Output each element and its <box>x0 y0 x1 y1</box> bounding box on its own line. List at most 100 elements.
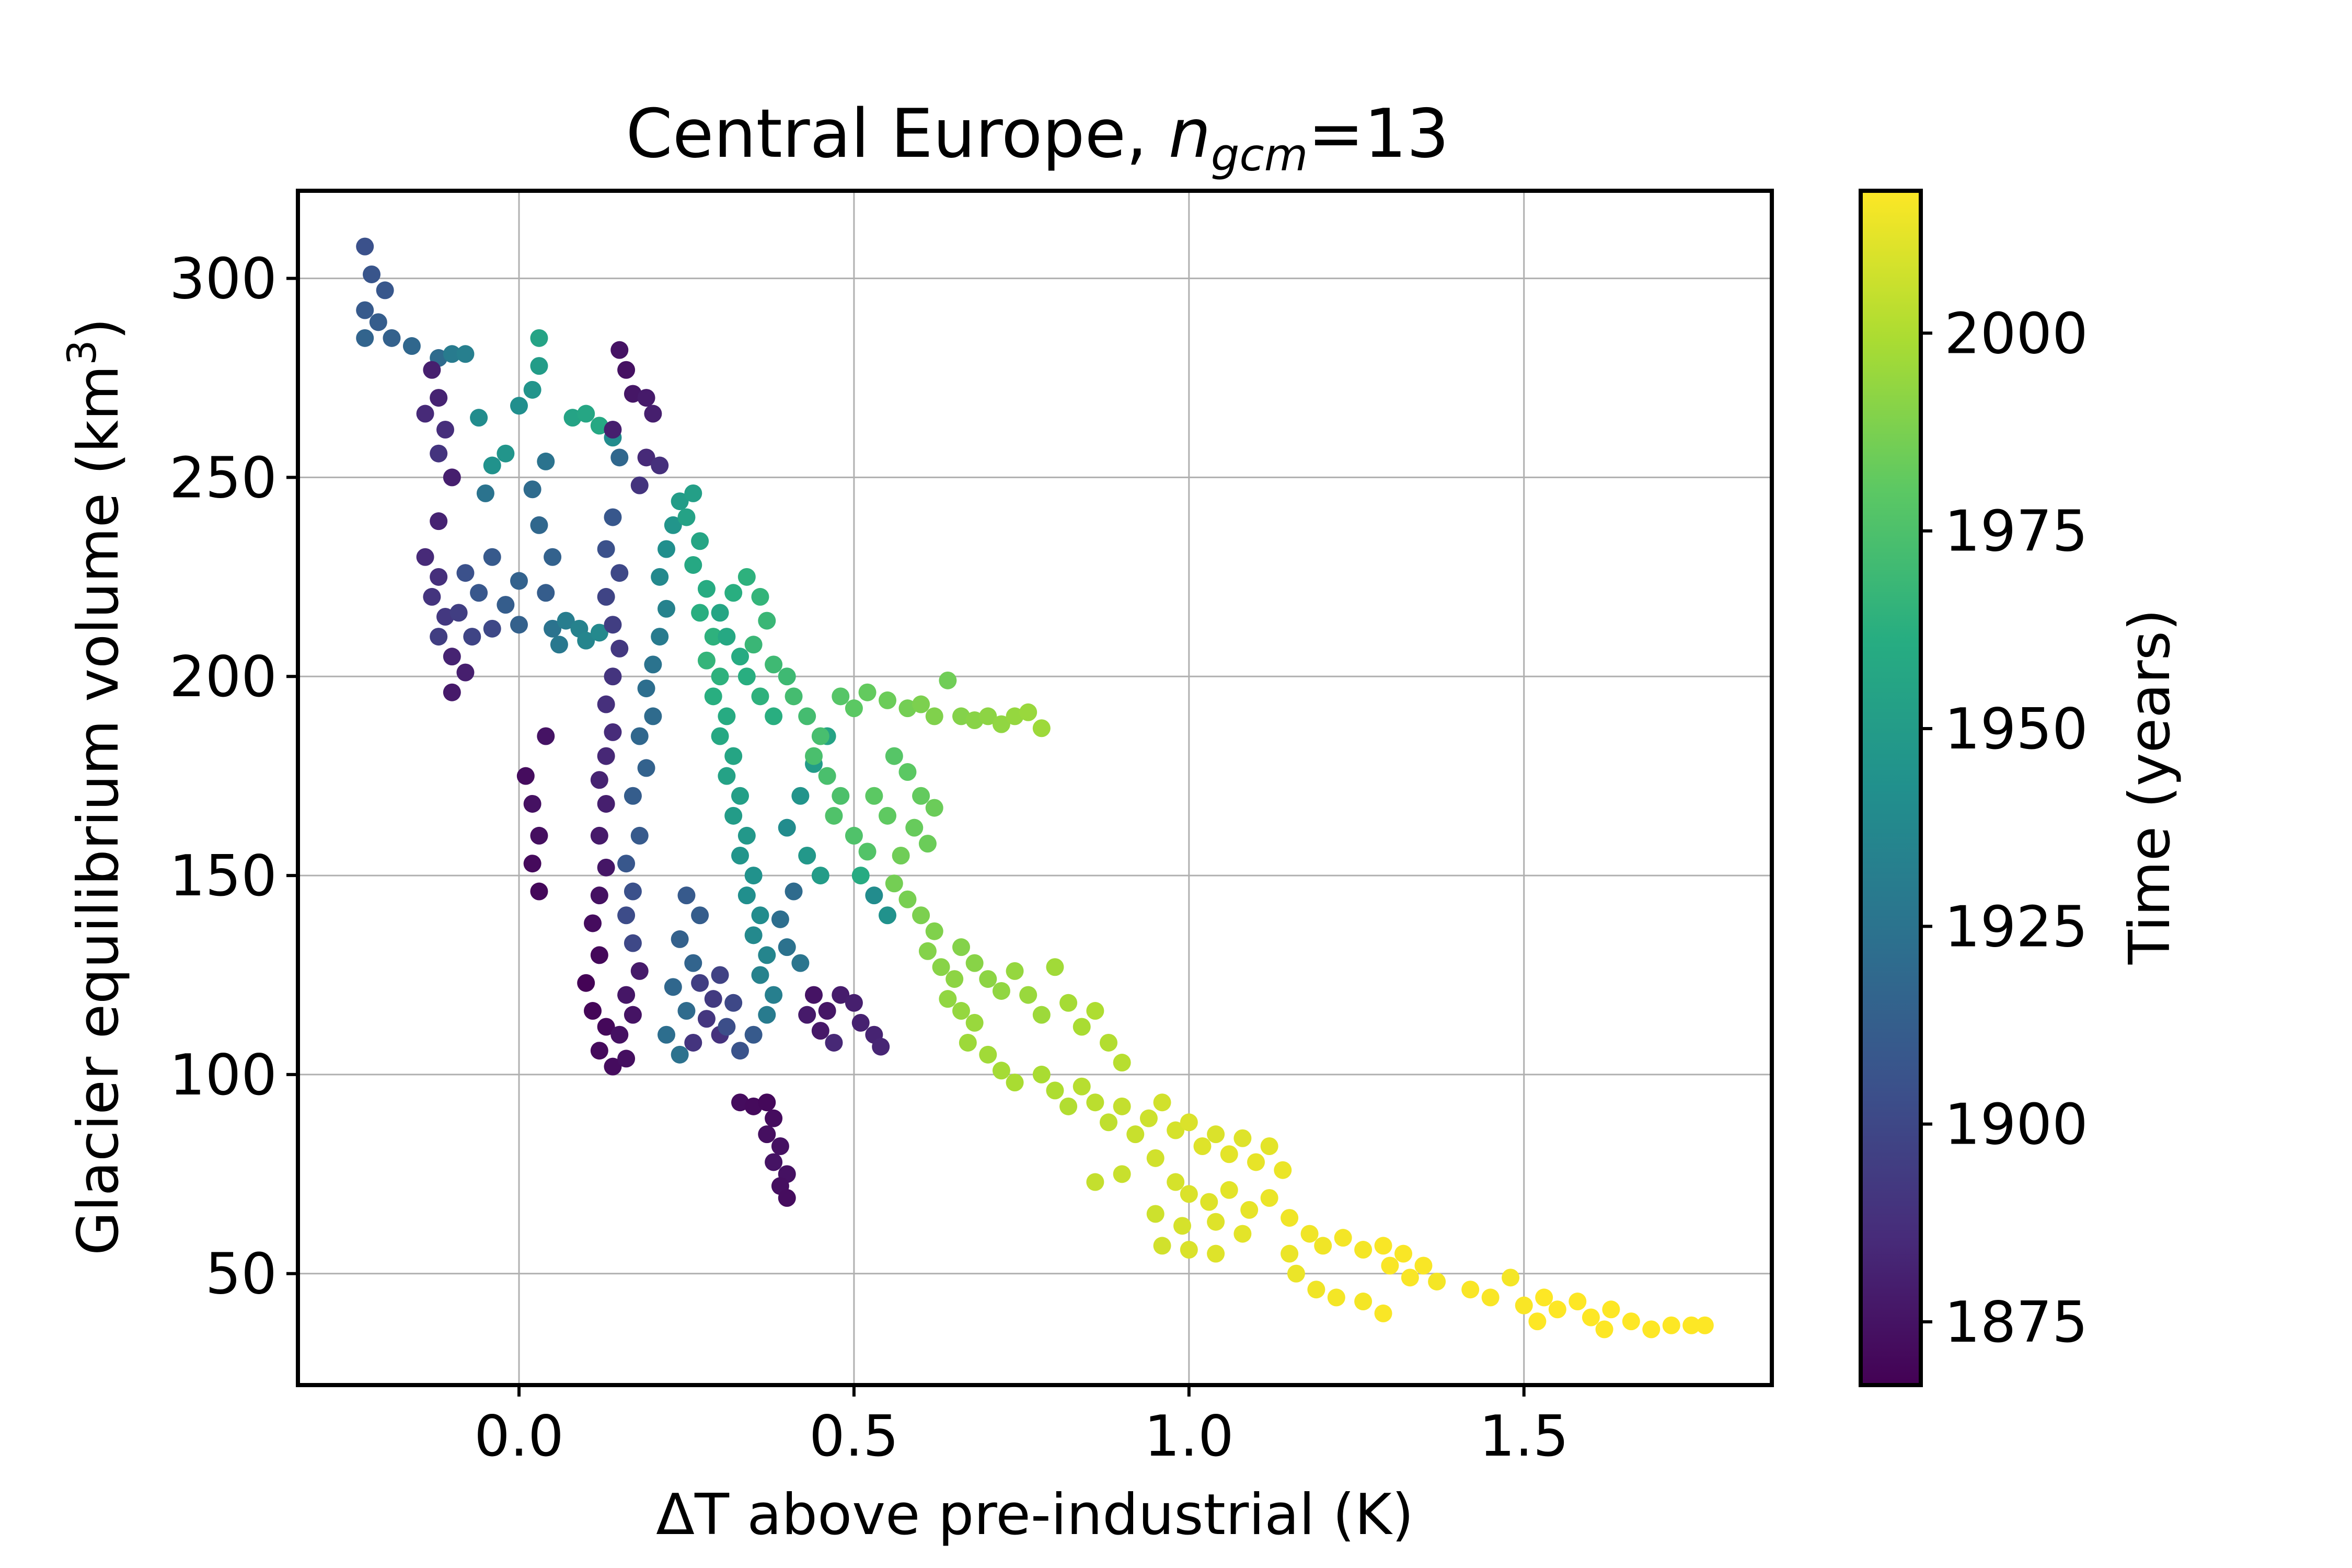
data-point <box>791 954 810 972</box>
data-point <box>952 707 970 725</box>
data-point <box>423 361 441 379</box>
data-point <box>1019 703 1037 721</box>
data-point <box>879 906 896 925</box>
data-point <box>697 1010 716 1028</box>
data-point <box>724 747 743 765</box>
data-point <box>845 826 863 845</box>
data-point <box>430 444 448 463</box>
data-point <box>898 890 917 908</box>
data-point <box>530 357 548 375</box>
data-point <box>832 986 850 1004</box>
data-point <box>1300 1225 1319 1243</box>
data-point <box>369 313 387 331</box>
data-point <box>979 707 997 725</box>
data-point <box>1307 1281 1325 1299</box>
data-point <box>684 556 702 574</box>
data-point <box>1461 1281 1480 1299</box>
chart-title: Central Europe, ngcm=13 <box>626 95 1449 181</box>
data-point <box>691 974 709 992</box>
data-point <box>684 484 702 502</box>
data-point <box>1153 1237 1171 1255</box>
data-point <box>925 707 943 725</box>
data-point <box>1240 1201 1259 1219</box>
data-point <box>1682 1316 1701 1334</box>
data-point <box>1059 1097 1078 1115</box>
data-point <box>731 1042 749 1060</box>
data-point <box>637 679 655 698</box>
plot-frame <box>296 189 1774 1387</box>
data-point <box>1602 1300 1620 1319</box>
data-point <box>557 612 575 630</box>
data-point <box>658 599 675 618</box>
data-point <box>590 886 608 905</box>
data-point <box>1180 1185 1198 1203</box>
chart-title-symbol: n <box>1169 95 1211 173</box>
data-point <box>1528 1312 1547 1331</box>
data-point <box>905 818 924 837</box>
data-point <box>737 826 756 845</box>
data-point <box>637 759 655 777</box>
data-point <box>718 707 736 725</box>
data-point <box>590 771 608 789</box>
data-point <box>1207 1125 1225 1144</box>
data-point <box>637 389 655 407</box>
data-point <box>851 867 870 885</box>
y-tick-label: 50 <box>205 1242 277 1307</box>
data-point <box>744 1097 763 1115</box>
data-point <box>778 818 796 837</box>
y-axis-ticks: 50 100 150 200 250 300 <box>169 247 298 1307</box>
data-point <box>718 1018 736 1036</box>
data-point <box>765 707 783 725</box>
data-point <box>724 806 743 825</box>
data-point <box>550 636 568 654</box>
data-point <box>965 954 984 972</box>
data-point <box>516 767 535 785</box>
data-point <box>1595 1320 1613 1339</box>
data-point <box>416 405 434 423</box>
data-point <box>858 683 877 701</box>
data-point <box>651 628 669 646</box>
data-point <box>1100 1033 1117 1052</box>
data-point <box>832 787 850 805</box>
grid-lines <box>298 191 1772 1385</box>
data-point <box>744 867 763 885</box>
data-point <box>510 572 528 590</box>
x-tick-label: 1.0 <box>1144 1404 1234 1469</box>
data-point <box>443 648 461 666</box>
data-point <box>523 381 541 399</box>
data-point <box>825 806 843 825</box>
data-point <box>1414 1256 1433 1275</box>
data-point <box>1173 1217 1191 1235</box>
data-point <box>751 966 769 984</box>
data-point <box>1662 1316 1680 1334</box>
data-point <box>751 587 769 606</box>
colorbar-tick-label: 1925 <box>1944 894 2088 960</box>
data-point <box>744 926 763 944</box>
data-point <box>684 954 702 972</box>
data-point <box>918 835 937 853</box>
data-point <box>691 906 709 925</box>
data-point <box>544 619 562 638</box>
data-point <box>865 886 883 905</box>
data-point <box>711 667 729 686</box>
data-point <box>959 1033 977 1052</box>
data-point <box>584 914 602 932</box>
data-point <box>992 1062 1010 1080</box>
data-point <box>644 405 662 423</box>
data-point <box>1167 1121 1185 1139</box>
data-point <box>932 958 950 976</box>
data-point <box>677 886 696 905</box>
data-point <box>1622 1312 1640 1331</box>
data-point <box>1281 1244 1299 1263</box>
data-point <box>704 628 722 646</box>
data-point <box>865 787 883 805</box>
colorbar-tick-label: 1950 <box>1944 697 2088 762</box>
data-point <box>610 639 629 658</box>
data-point <box>597 858 615 877</box>
data-point <box>544 548 562 566</box>
data-point <box>523 794 541 813</box>
data-point <box>737 568 756 586</box>
data-point <box>778 1189 796 1207</box>
y-tick-label: 250 <box>169 445 277 511</box>
data-point <box>456 345 475 363</box>
